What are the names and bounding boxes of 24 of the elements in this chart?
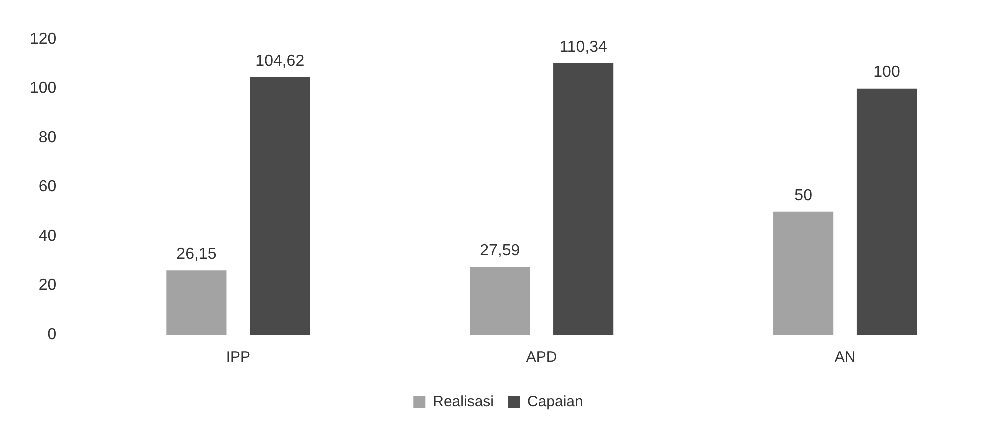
data-label: 100: [874, 64, 900, 82]
y-tick-label: 0: [48, 326, 57, 344]
x-tick-label: APD: [526, 349, 558, 366]
y-tick-label: 80: [38, 129, 57, 146]
data-label: 50: [794, 187, 813, 204]
bar: [856, 88, 918, 335]
x-tick-label: IPP: [226, 349, 251, 366]
data-label: 110,34: [560, 38, 608, 56]
y-tick-label: 40: [38, 228, 57, 245]
x-tick-label: AN: [834, 349, 856, 366]
bar: [470, 267, 530, 335]
bar: [774, 212, 834, 335]
y-tick-label: 20: [38, 277, 57, 294]
legend-label: Capaian: [527, 394, 584, 411]
y-tick-label: 100: [30, 80, 57, 98]
bar: [554, 63, 614, 335]
data-label: 27,59: [480, 242, 520, 260]
y-tick-label: 120: [30, 31, 57, 48]
y-tick-label: 60: [38, 178, 57, 196]
legend-label: Realisasi: [433, 394, 494, 411]
bar: [166, 270, 227, 335]
data-label: 104,62: [256, 52, 305, 70]
data-label: 26,15: [176, 246, 217, 264]
bar: [250, 77, 310, 335]
